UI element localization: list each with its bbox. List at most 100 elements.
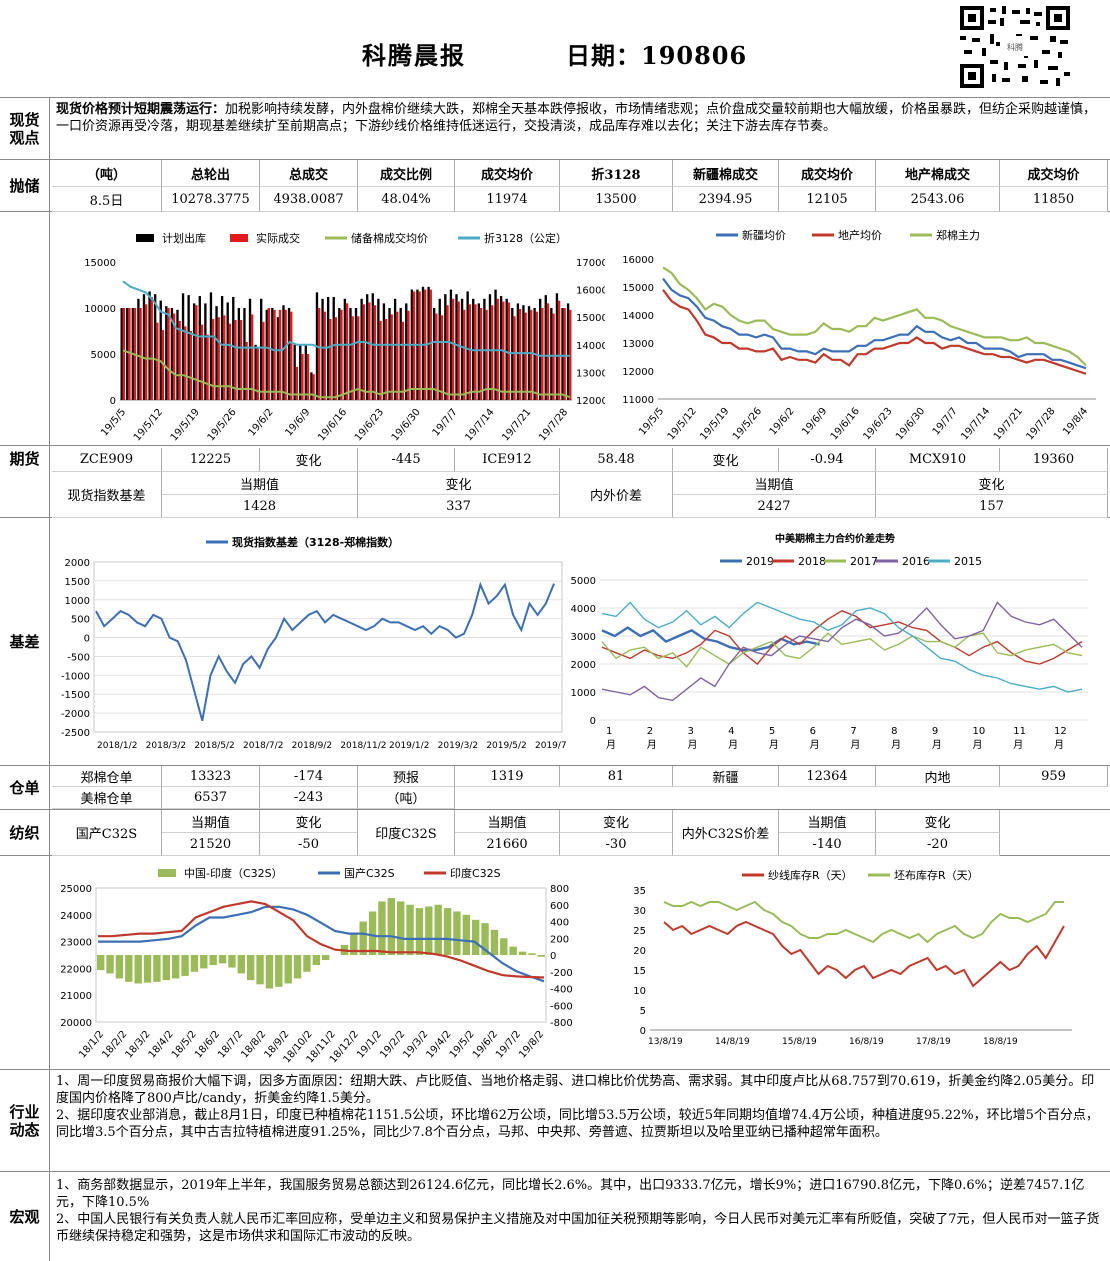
bar-planned [405,303,408,400]
bar-actual [474,304,477,400]
legend-xinjiang: 新疆均价 [742,228,786,242]
x-tick: 19/5/19 [169,407,202,444]
futures-cell: 58.48 [560,448,673,472]
spread-chart-title: 中美期棉主力合约价差走势 [775,532,895,545]
bar-planned [455,294,458,400]
x-tick: 19/8/4 [1061,406,1090,438]
textile-sub-header: 当期值 [162,810,260,833]
y-right-tick: 14000 [576,341,605,352]
x-tick-unit: 月 [1013,739,1023,751]
bar-actual [490,305,494,400]
y-tick: 30 [633,906,646,917]
bar-actual [485,309,488,400]
industry-label: 行业 动态 [0,1070,50,1171]
bar-planned [388,308,391,400]
reserve-header-cell: 成交均价 [1000,160,1108,187]
bar-planned [555,293,559,400]
futures-cell: 19360 [1000,448,1108,472]
y-tick: 3000 [571,632,596,643]
x-tick-unit: 月 [647,739,657,751]
legend-spread-swatch [158,869,176,877]
bar-planned [377,298,380,400]
bar-spread [134,955,142,984]
y-tick: 2000 [65,558,90,569]
series-line [601,626,820,652]
futures-sub-value: 337 [358,495,560,518]
bar-planned [293,344,296,400]
bar-actual [200,324,204,400]
bar-planned [349,308,352,400]
x-tick: 19/5/26 [206,407,239,444]
warehouse-cell: 预报 [358,766,455,787]
legend-planned: 计划出库 [162,231,206,245]
bar-actual [518,308,522,400]
yarn-price-chart: 中国-印度（C32S） 国产C32S 印度C32S 20000 21000 22000 23… [60,866,573,1065]
bar-planned [438,298,441,400]
y-tick: 4000 [571,604,596,615]
futures-cell: ZCE909 [52,448,162,472]
y-right-tick: -800 [550,1018,573,1029]
x-tick: 2019/5/2 [486,741,526,751]
macro-row: 宏观 1、商务部数据显示，2019年上半年，我国服务贸易总额达到26124.6亿… [0,1172,1110,1261]
bar-actual [228,323,232,400]
line-reserve-avg [122,349,571,399]
bar-spread [322,955,330,961]
bar-planned [460,298,464,400]
bar-actual [384,319,388,400]
y-right-tick: 600 [550,901,569,912]
textile-sub-header: 当期值 [779,810,876,833]
x-tick: 17/8/19 [916,1037,951,1047]
domestic-c32s-label: 国产C32S [52,810,162,856]
reserve-header-cell: 总轮出 [162,160,260,187]
bar-actual [390,314,393,400]
x-tick: 15/8/19 [782,1037,817,1047]
bar-spread [472,919,480,955]
industry-text: 1、周一印度贸易商报价大幅下调，因多方面原因：纽期大跌、卢比贬值、当地价格走弱、… [56,1073,1106,1141]
inner-outer-spread-label: 内外价差 [560,472,673,518]
legend-actual-swatch [230,234,248,242]
bar-planned [466,291,469,400]
bar-actual [435,313,438,400]
bar-actual [429,289,432,400]
bar-spread [115,955,124,979]
x-tick: 19/5/26 [731,406,764,443]
x-tick: 19/7/7 [431,407,460,439]
x-tick: 2018/1/2 [97,741,137,751]
y-tick: 2000 [571,660,596,671]
svg-text:科腾: 科腾 [1007,42,1023,52]
y-tick: 15 [633,966,646,977]
textile-sub-value: -50 [260,833,358,856]
reserve-header-cell: 新疆棉成交 [673,160,779,187]
legend-year: 2018 [798,555,826,568]
bar-planned [354,308,358,400]
futures-cell: ICE912 [455,448,560,472]
y-tick: 25 [633,926,646,937]
bar-actual [401,321,405,400]
bar-spread [200,955,208,969]
bar-actual [356,316,360,400]
bar-spread [350,933,358,955]
legend-actual: 实际成交 [256,231,300,245]
y-left-tick: 23000 [60,938,92,949]
bar-actual [524,312,527,400]
x-tick: 19/5/12 [132,407,165,444]
futures-sub-header: 变化 [358,472,560,495]
bar-planned [271,308,274,400]
bar-spread [387,898,395,955]
bar-spread [256,955,264,985]
bar-actual [183,326,187,400]
y-left-tick: 10000 [84,304,116,315]
bar-spread [247,955,255,981]
textile-sub-header: 变化 [876,810,1000,833]
bar-actual [362,304,365,400]
reserve-header-cell: 折3128 [560,160,673,187]
bar-actual [161,330,165,400]
bar-planned [516,303,520,400]
bar-actual [557,300,561,400]
series-line [601,632,1083,668]
x-tick: 2018/9/2 [292,741,332,751]
x-tick: 19/6/23 [861,406,894,443]
bar-actual [306,354,310,400]
y-tick: -2000 [61,709,90,720]
warehouse-cell: 内地 [876,766,1000,787]
